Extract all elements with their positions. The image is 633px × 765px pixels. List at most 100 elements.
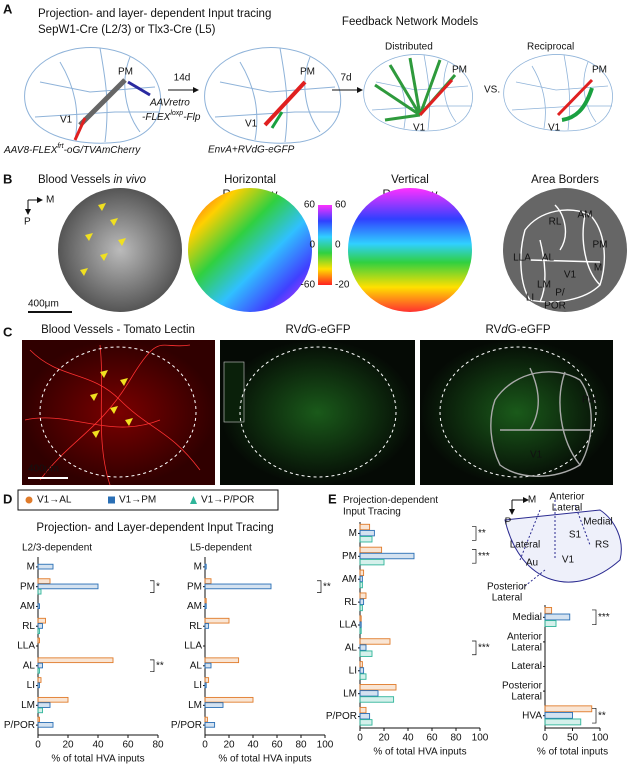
bar (37, 682, 40, 689)
y-tick-label: AM (187, 601, 202, 612)
bar (359, 650, 373, 657)
colorbar-label: 0 (335, 240, 341, 251)
x-tick-label: 80 (450, 733, 462, 744)
bar (359, 621, 362, 628)
x-tick-label: 0 (542, 733, 548, 744)
projection-arrow (556, 78, 594, 117)
y-tick-label: RL (189, 621, 202, 632)
bar (359, 690, 379, 697)
legend-label: V1→P/POR (201, 495, 254, 506)
x-tick-label: 20 (62, 740, 74, 751)
x-tick-label: 100 (472, 733, 489, 744)
area-label: PM (582, 395, 597, 406)
area-label: V1 (564, 270, 577, 281)
brain-outline (24, 47, 162, 144)
feedback-arrow (561, 87, 594, 122)
bar (204, 696, 254, 703)
virus-label: -FLEXloxp-Flp (142, 110, 201, 122)
area-label: PM (593, 240, 608, 251)
bar (359, 638, 391, 645)
area-label: PM (452, 65, 467, 76)
text-part: -oG/TVAmCherry (64, 145, 142, 156)
bar (204, 617, 230, 624)
map-label: Au (526, 558, 538, 569)
x-tick-label: 0 (35, 740, 41, 751)
colorbar-labels: 60 0 -60 60 0 -20 (301, 200, 350, 291)
panel-c: C Blood Vessels - Tomato Lectin RVdG-eGF… (3, 324, 613, 486)
text-part: G-eGFP (308, 324, 351, 336)
y-tick-label: RL (344, 597, 357, 608)
vs-label: VS. (484, 85, 500, 96)
bar (204, 677, 210, 683)
map-label: RS (595, 540, 609, 551)
map-label: Lateral (510, 540, 541, 551)
virus-label: AAVretro (149, 98, 190, 109)
bar (359, 696, 395, 703)
bar (37, 677, 42, 683)
panel-title: Projection- and layer- dependent Input t… (38, 8, 271, 20)
y-tick-label: RL (22, 621, 35, 632)
significance-label: ** (156, 660, 164, 671)
area-label: V1 (245, 119, 258, 130)
text-part: d (501, 324, 508, 336)
x-tick-label: 80 (295, 740, 307, 751)
bar (37, 623, 43, 629)
bar (359, 684, 397, 691)
x-axis-label: % of total HVA inputs (218, 754, 311, 765)
bar (544, 711, 573, 719)
projection-arrow (263, 80, 307, 127)
bar (204, 716, 208, 723)
significance-label: ** (478, 528, 486, 539)
bar (359, 581, 363, 589)
x-tick-label: 40 (92, 740, 104, 751)
x-tick-label: 40 (402, 733, 414, 744)
panel-d: D Projection- and Layer-dependent Input … (3, 489, 279, 534)
significance-bracket (150, 659, 155, 673)
text-part: d (301, 324, 308, 336)
bar (359, 673, 367, 680)
image-title: Area Borders (531, 174, 599, 186)
area-label: M (594, 263, 602, 274)
x-tick-label: 0 (202, 740, 208, 751)
bar (204, 578, 212, 584)
bar (37, 657, 114, 664)
y-tick-label: M (349, 528, 357, 539)
injection (270, 111, 284, 129)
lectin-image (22, 340, 215, 485)
y-tick-label: P/POR (4, 720, 35, 731)
bar (359, 598, 365, 606)
bar (359, 719, 373, 726)
bar (37, 707, 43, 714)
x-tick-label: 60 (271, 740, 283, 751)
bar (359, 667, 365, 674)
area-label: PM (300, 67, 315, 78)
area-label: V1 (413, 123, 426, 134)
x-tick-label: 100 (592, 733, 609, 744)
colorbar-label: -60 (301, 280, 316, 291)
text-part: RV (286, 324, 302, 336)
area-label: AM (578, 210, 593, 221)
bar (359, 592, 367, 599)
map-label: Anterior Lateral (549, 491, 585, 513)
image-title: Blood Vessels - Tomato Lectin (41, 324, 195, 336)
bar (37, 722, 54, 728)
image-title: Vertical (391, 174, 429, 186)
gfp-image (220, 340, 415, 485)
model-label: Reciprocal (527, 42, 574, 53)
legend-marker (108, 496, 115, 504)
bar (37, 588, 42, 595)
y-tick-label: M (27, 562, 35, 573)
bar (37, 696, 69, 703)
area-label: P/ (555, 288, 565, 299)
image-title: Horizontal (224, 174, 276, 186)
x-tick-label: 60 (122, 740, 134, 751)
bar (37, 702, 51, 708)
bar (544, 718, 582, 726)
window-outline (39, 346, 197, 478)
significance-label: * (156, 581, 160, 592)
bar (359, 552, 415, 560)
vessels (24, 344, 201, 486)
significance-bracket (472, 526, 477, 541)
area-label: AL (542, 253, 555, 264)
projection-arrow (78, 78, 127, 127)
